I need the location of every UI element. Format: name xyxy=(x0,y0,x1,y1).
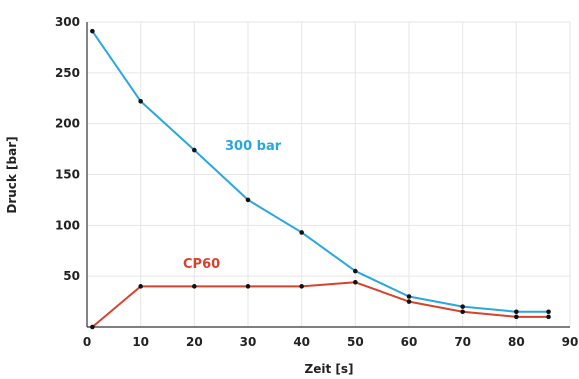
series-point-cp60 xyxy=(406,299,412,304)
grid-layer xyxy=(86,21,571,327)
y-tick-label: 150 xyxy=(55,168,80,182)
y-tick-label: 50 xyxy=(63,269,80,283)
series-point-300-bar xyxy=(514,309,519,315)
series-point-300-bar xyxy=(138,99,143,104)
x-tick-label: 20 xyxy=(186,335,203,349)
x-tick-label: 60 xyxy=(401,335,418,349)
series-point-cp60 xyxy=(245,284,251,289)
series-point-cp60 xyxy=(460,309,465,315)
series-label-cp60: CP60 xyxy=(183,257,220,272)
x-tick-label: 90 xyxy=(562,335,579,349)
series-point-300-bar xyxy=(192,147,197,153)
series-point-cp60 xyxy=(138,284,143,289)
y-tick-label: 250 xyxy=(55,66,80,80)
series-point-300-bar xyxy=(460,304,465,309)
series-point-300-bar xyxy=(353,268,358,274)
x-axis-title: Zeit [s] xyxy=(305,362,354,376)
series-point-300-bar xyxy=(90,28,95,34)
series-layer xyxy=(90,28,551,330)
x-tick-label: 0 xyxy=(83,335,91,349)
series-point-300-bar xyxy=(245,197,251,203)
y-tick-label: 200 xyxy=(55,117,80,131)
series-point-cp60 xyxy=(514,314,519,320)
y-tick-label: 300 xyxy=(55,15,80,29)
series-point-300-bar xyxy=(546,309,551,315)
axis-layer xyxy=(86,22,570,328)
series-point-cp60 xyxy=(299,284,304,289)
series-point-300-bar xyxy=(406,294,412,299)
x-tick-label: 40 xyxy=(293,335,310,349)
series-line-300-bar xyxy=(91,30,550,313)
x-tick-label: 30 xyxy=(240,335,257,349)
label-layer: 0 10 20 30 40 50 60 70 80 90 50 100 150 200 250 300 xyxy=(55,15,578,349)
x-tick-label: 10 xyxy=(132,335,149,349)
x-tick-label: 50 xyxy=(347,335,364,349)
series-label-300-bar: 300 bar xyxy=(225,139,282,154)
series-point-300-bar xyxy=(299,230,304,235)
series-point-cp60 xyxy=(353,279,358,285)
y-tick-label: 100 xyxy=(55,218,80,232)
x-tick-label: 70 xyxy=(454,335,471,349)
series-point-cp60 xyxy=(192,284,197,289)
series-point-cp60 xyxy=(90,324,95,330)
series-point-cp60 xyxy=(546,314,551,320)
y-axis-title: Druck [bar] xyxy=(5,136,19,213)
series-line-cp60 xyxy=(91,281,550,328)
x-tick-label: 80 xyxy=(508,335,525,349)
